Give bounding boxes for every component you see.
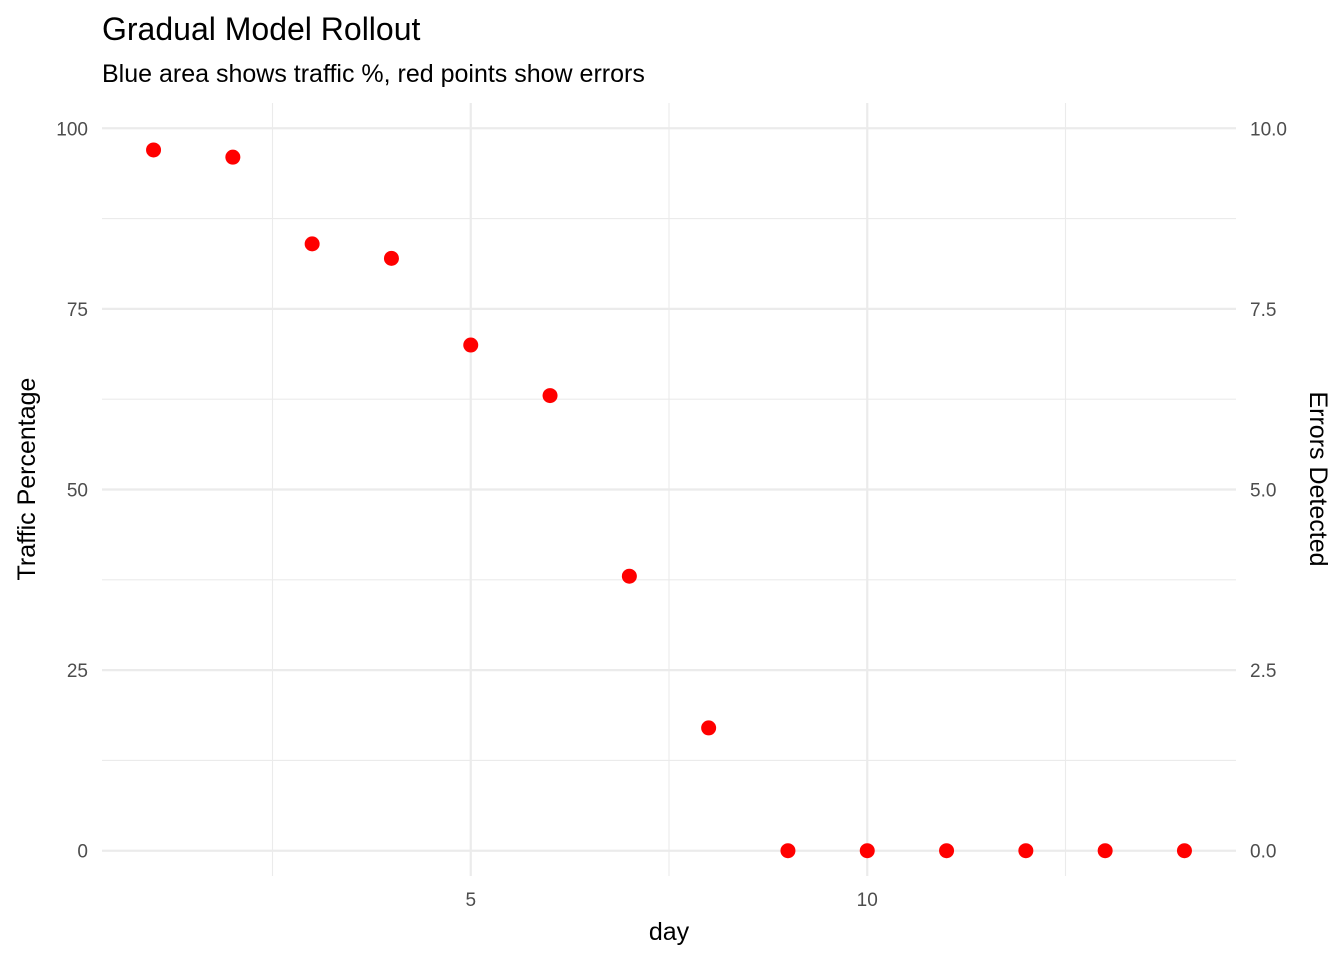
tick-labels: 0 25 50 75 100 0.0 2.5 5.0 7.5 10.0 5 10 — [56, 119, 1287, 911]
error-point — [1176, 843, 1192, 859]
error-point — [383, 250, 399, 266]
y2-axis-title: Errors Detected — [1304, 391, 1332, 566]
y2-tick-label: 0.0 — [1250, 842, 1276, 863]
y2-tick-label: 10.0 — [1250, 119, 1287, 140]
chart-subtitle: Blue area shows traffic %, red points sh… — [102, 60, 645, 88]
x-tick-label: 5 — [465, 890, 476, 911]
y-tick-label: 0 — [77, 842, 88, 863]
error-point — [463, 337, 479, 353]
error-point — [1018, 843, 1034, 859]
y2-tick-label: 5.0 — [1250, 481, 1276, 502]
y2-tick-label: 2.5 — [1250, 661, 1276, 682]
x-axis-title: day — [649, 918, 690, 946]
error-point — [701, 720, 717, 736]
error-point — [146, 142, 162, 158]
error-point — [1097, 843, 1113, 859]
error-point — [859, 843, 875, 859]
error-point — [542, 388, 558, 404]
error-point — [939, 843, 955, 859]
error-points — [146, 142, 1192, 859]
gridlines — [102, 103, 1236, 876]
x-tick-label: 10 — [857, 890, 878, 911]
y-tick-label: 100 — [56, 119, 88, 140]
y-tick-label: 50 — [67, 481, 88, 502]
error-point — [225, 149, 241, 165]
y-tick-label: 75 — [67, 300, 88, 321]
y2-tick-label: 7.5 — [1250, 300, 1276, 321]
error-point — [780, 843, 796, 859]
error-point — [304, 236, 320, 252]
y-tick-label: 25 — [67, 661, 88, 682]
chart-title: Gradual Model Rollout — [102, 11, 421, 47]
error-point — [621, 568, 637, 584]
y-axis-title: Traffic Percentage — [13, 378, 41, 581]
